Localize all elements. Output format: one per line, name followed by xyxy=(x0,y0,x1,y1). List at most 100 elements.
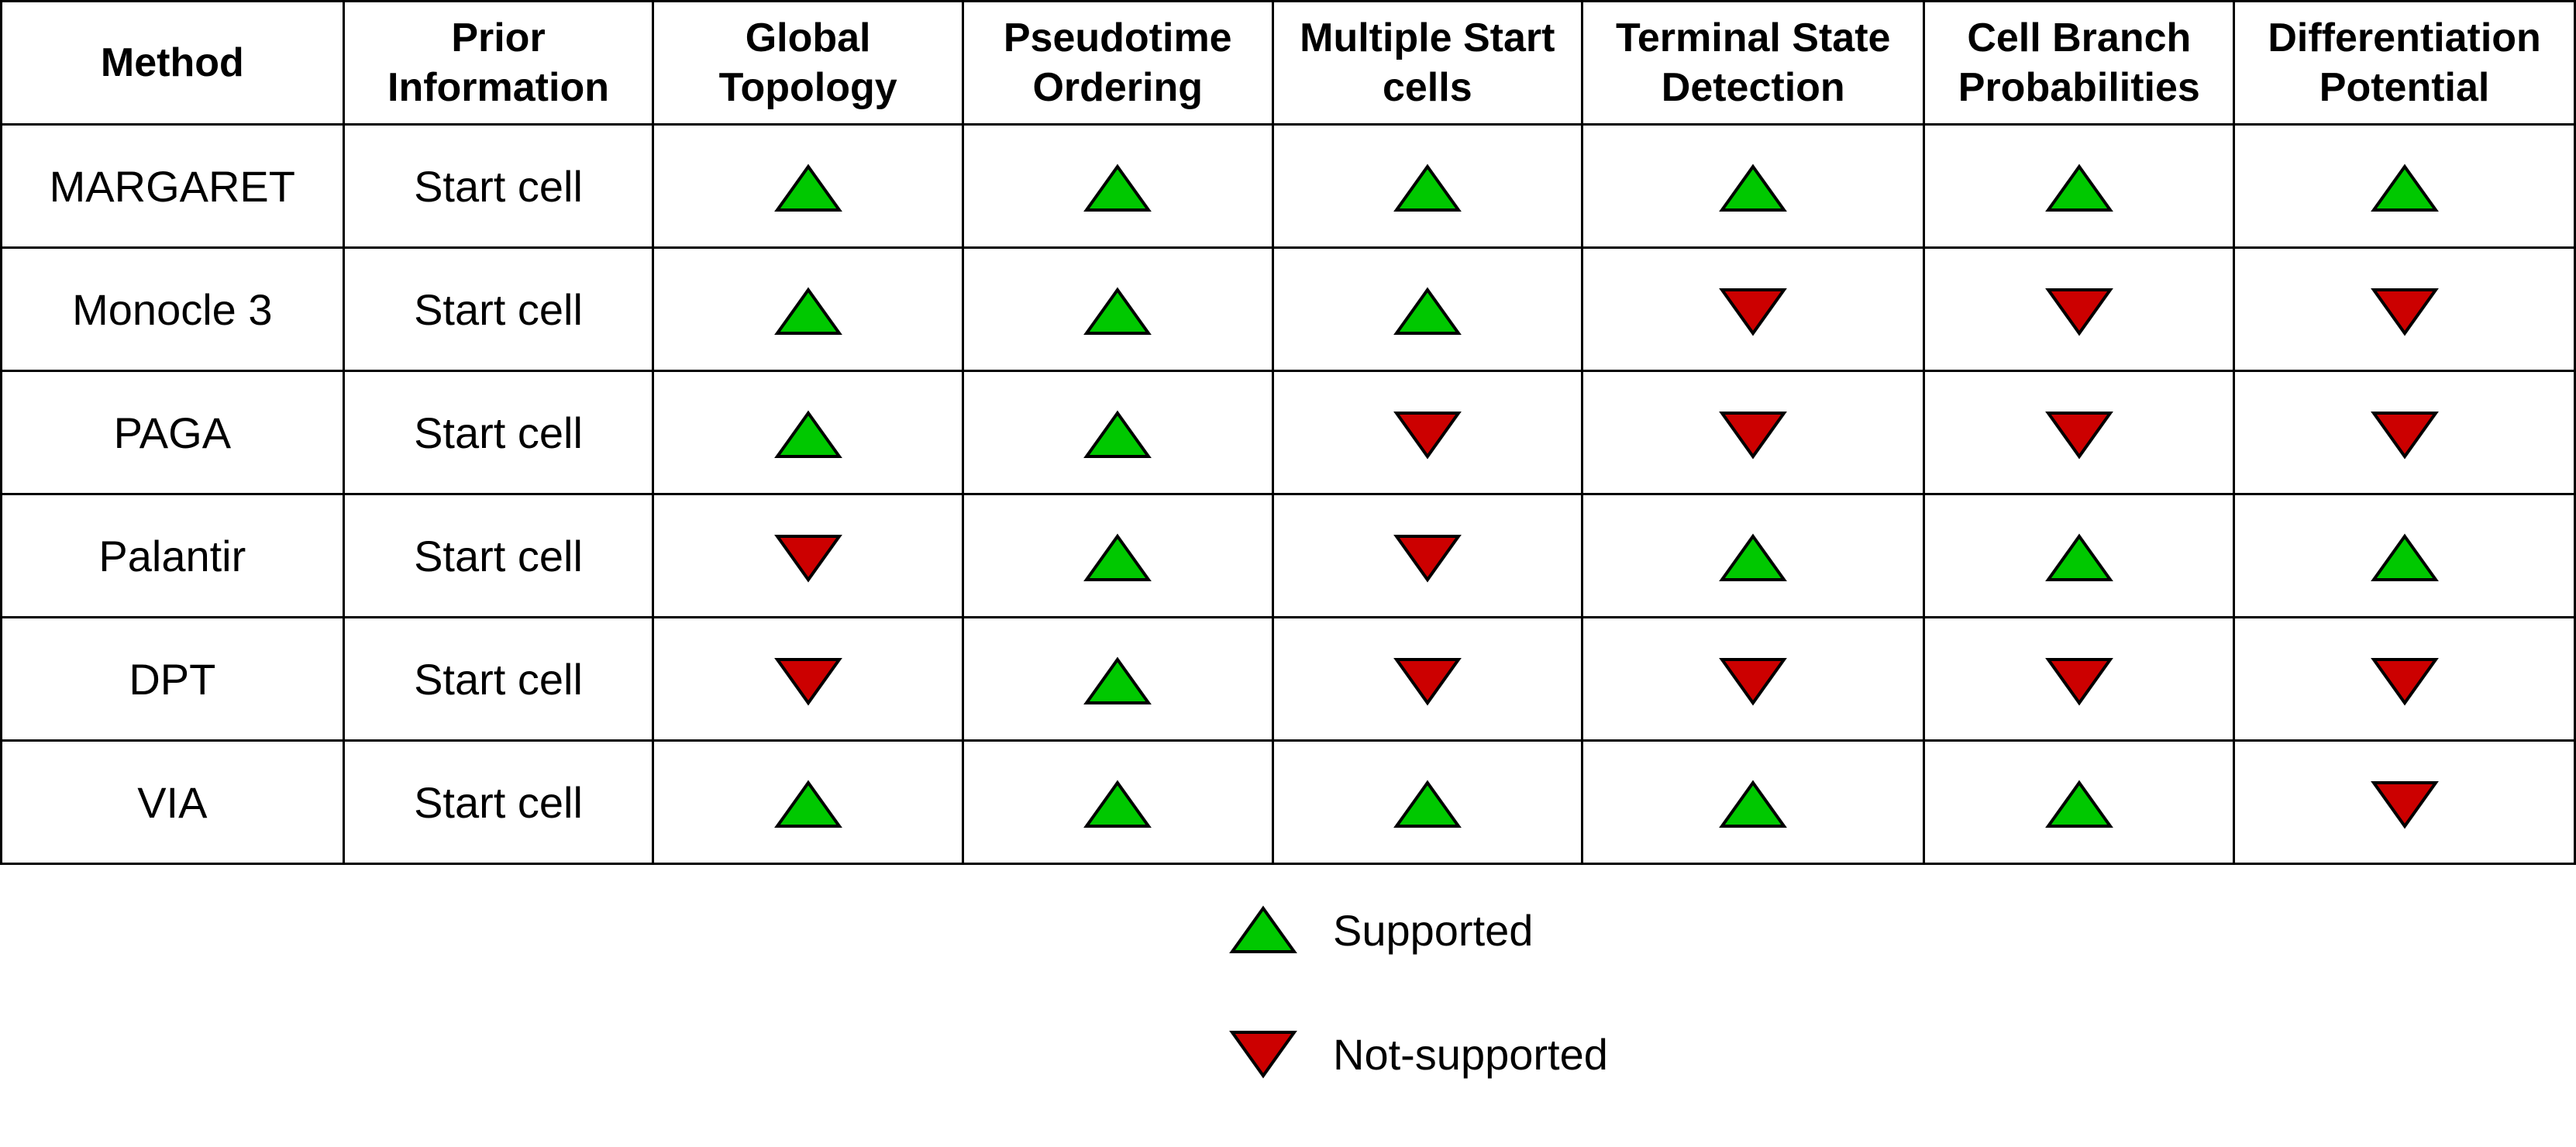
triangle-down-icon xyxy=(1393,410,1462,460)
method-name-cell: PAGA xyxy=(0,370,345,495)
triangle-up-icon xyxy=(1393,164,1462,213)
method-name-cell: VIA xyxy=(0,739,345,865)
support-cell xyxy=(1271,493,1584,618)
triangle-up-icon xyxy=(1229,905,1297,955)
support-cell xyxy=(2233,493,2576,618)
triangle-up-icon xyxy=(1083,656,1152,706)
triangle-up-icon xyxy=(1083,410,1152,460)
table-row: VIA Start cell xyxy=(0,739,2576,865)
triangle-up-icon xyxy=(1083,287,1152,336)
support-cell xyxy=(1581,739,1926,865)
prior-information-cell: Start cell xyxy=(342,123,655,249)
triangle-down-icon xyxy=(2044,656,2113,706)
triangle-up-icon xyxy=(2044,780,2113,829)
prior-information-cell: Start cell xyxy=(342,246,655,372)
support-cell xyxy=(1923,123,2236,249)
legend: Supported Not-supported xyxy=(1229,899,1608,1147)
triangle-up-icon xyxy=(1393,780,1462,829)
prior-information-cell: Start cell xyxy=(342,616,655,742)
method-name-cell: Palantir xyxy=(0,493,345,618)
triangle-up-icon xyxy=(1719,780,1788,829)
method-name-cell: Monocle 3 xyxy=(0,246,345,372)
header-cell-branch-probabilities: Cell Branch Probabilities xyxy=(1923,0,2236,126)
legend-label-supported: Supported xyxy=(1333,905,1534,955)
triangle-down-icon xyxy=(2370,656,2439,706)
support-cell xyxy=(1271,370,1584,495)
triangle-down-icon xyxy=(773,656,842,706)
triangle-up-icon xyxy=(2044,164,2113,213)
support-cell xyxy=(961,616,1274,742)
support-cell xyxy=(652,246,964,372)
support-cell xyxy=(1923,370,2236,495)
triangle-up-icon xyxy=(2044,533,2113,583)
support-cell xyxy=(961,370,1274,495)
support-cell xyxy=(1581,370,1926,495)
support-cell xyxy=(2233,616,2576,742)
triangle-down-icon xyxy=(1229,1029,1297,1079)
support-cell xyxy=(1271,123,1584,249)
table-row: DPT Start cell xyxy=(0,616,2576,742)
header-row: Method Prior Information Global Topology… xyxy=(0,0,2576,126)
support-cell xyxy=(1581,246,1926,372)
prior-information-cell: Start cell xyxy=(342,370,655,495)
table-row: Monocle 3 Start cell xyxy=(0,246,2576,372)
triangle-up-icon xyxy=(1083,533,1152,583)
method-name-cell: MARGARET xyxy=(0,123,345,249)
support-cell xyxy=(961,123,1274,249)
support-cell xyxy=(1271,246,1584,372)
header-pseudotime-ordering: Pseudotime Ordering xyxy=(961,0,1274,126)
triangle-up-icon xyxy=(1083,164,1152,213)
triangle-down-icon xyxy=(2370,780,2439,829)
support-cell xyxy=(2233,246,2576,372)
support-cell xyxy=(652,616,964,742)
support-cell xyxy=(2233,370,2576,495)
support-cell xyxy=(2233,123,2576,249)
support-cell xyxy=(1271,739,1584,865)
triangle-down-icon xyxy=(2044,287,2113,336)
comparison-table: Method Prior Information Global Topology… xyxy=(0,0,2576,865)
triangle-up-icon xyxy=(773,164,842,213)
support-cell xyxy=(1923,493,2236,618)
legend-item-not-supported: Not-supported xyxy=(1229,1023,1608,1085)
triangle-up-icon xyxy=(2370,164,2439,213)
header-terminal-state-detection: Terminal State Detection xyxy=(1581,0,1926,126)
header-multiple-start-cells: Multiple Start cells xyxy=(1271,0,1584,126)
support-cell xyxy=(652,739,964,865)
triangle-up-icon xyxy=(1083,780,1152,829)
triangle-down-icon xyxy=(773,533,842,583)
triangle-up-icon xyxy=(1393,287,1462,336)
triangle-up-icon xyxy=(1719,164,1788,213)
support-cell xyxy=(1271,616,1584,742)
triangle-down-icon xyxy=(1719,656,1788,706)
triangle-down-icon xyxy=(1393,533,1462,583)
header-method: Method xyxy=(0,0,345,126)
triangle-down-icon xyxy=(2370,287,2439,336)
support-cell xyxy=(961,246,1274,372)
table-row: Palantir Start cell xyxy=(0,493,2576,618)
support-cell xyxy=(961,493,1274,618)
header-global-topology: Global Topology xyxy=(652,0,964,126)
support-cell xyxy=(961,739,1274,865)
prior-information-cell: Start cell xyxy=(342,739,655,865)
header-prior-information: Prior Information xyxy=(342,0,655,126)
legend-label-not-supported: Not-supported xyxy=(1333,1029,1608,1079)
triangle-down-icon xyxy=(2370,410,2439,460)
triangle-up-icon xyxy=(2370,533,2439,583)
triangle-down-icon xyxy=(1719,410,1788,460)
support-cell xyxy=(1581,123,1926,249)
support-cell xyxy=(1923,739,2236,865)
table-row: PAGA Start cell xyxy=(0,370,2576,495)
triangle-up-icon xyxy=(773,410,842,460)
support-cell xyxy=(1581,616,1926,742)
triangle-down-icon xyxy=(1393,656,1462,706)
triangle-down-icon xyxy=(2044,410,2113,460)
support-cell xyxy=(1581,493,1926,618)
triangle-up-icon xyxy=(773,780,842,829)
support-cell xyxy=(652,493,964,618)
triangle-up-icon xyxy=(1719,533,1788,583)
support-cell xyxy=(2233,739,2576,865)
support-cell xyxy=(652,123,964,249)
triangle-up-icon xyxy=(773,287,842,336)
support-cell xyxy=(1923,246,2236,372)
header-differentiation-potential: Differentiation Potential xyxy=(2233,0,2576,126)
